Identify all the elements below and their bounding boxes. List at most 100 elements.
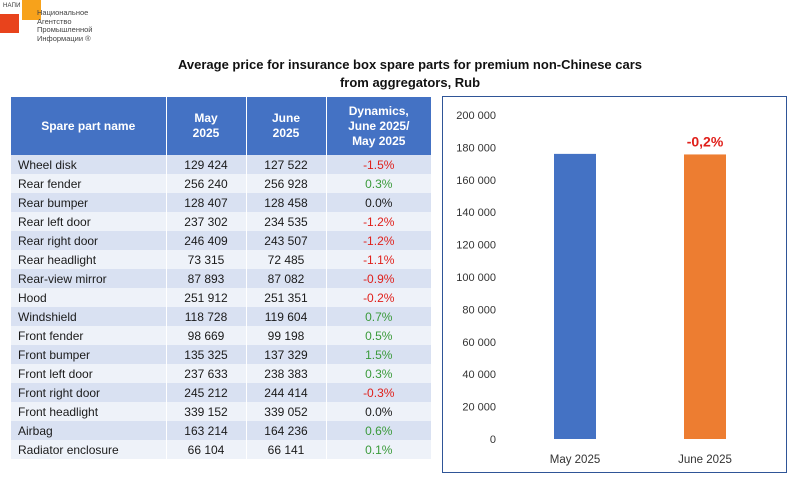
table-row: Wheel disk 129 424 127 522 -1.5% bbox=[11, 155, 431, 174]
table-row: Rear headlight 73 315 72 485 -1.1% bbox=[11, 250, 431, 269]
may-price-cell: 87 893 bbox=[166, 269, 247, 288]
table-row: Front headlight 339 152 339 052 0.0% bbox=[11, 402, 431, 421]
table-row: Airbag 163 214 164 236 0.6% bbox=[11, 421, 431, 440]
dynamics-cell: 1.5% bbox=[326, 345, 431, 364]
table-row: Rear bumper 128 407 128 458 0.0% bbox=[11, 193, 431, 212]
dynamics-cell: -1.1% bbox=[326, 250, 431, 269]
june-price-cell: 66 141 bbox=[246, 440, 327, 459]
logo-red-square bbox=[0, 14, 19, 33]
part-name-cell: Hood bbox=[11, 288, 167, 307]
title-line-1: Average price for insurance box spare pa… bbox=[177, 57, 643, 72]
change-annotation: -0,2% bbox=[687, 133, 724, 149]
dynamics-cell: 0.3% bbox=[326, 174, 431, 193]
x-category-label: May 2025 bbox=[550, 454, 601, 466]
dynamics-cell: -1.2% bbox=[326, 231, 431, 250]
spare-parts-table: Spare part name May 2025 June 2025 Dynamic… bbox=[11, 97, 431, 459]
table-header-row: Spare part name May 2025 June 2025 Dynamic… bbox=[11, 97, 431, 155]
y-tick-label: 0 bbox=[490, 434, 496, 446]
title-line-2: from aggregators, Rub bbox=[339, 75, 481, 90]
x-category-label: June 2025 bbox=[678, 454, 732, 466]
logo-line: Информации ® bbox=[37, 33, 91, 43]
may-price-cell: 135 325 bbox=[166, 345, 247, 364]
june-price-cell: 72 485 bbox=[246, 250, 327, 269]
y-tick-label: 200 000 bbox=[456, 110, 496, 122]
may-price-cell: 73 315 bbox=[166, 250, 247, 269]
table-row: Front right door 245 212 244 414 -0.3% bbox=[11, 383, 431, 402]
june-price-cell: 339 052 bbox=[246, 402, 327, 421]
logo-abbr: НАПИ bbox=[3, 3, 21, 9]
part-name-cell: Rear-view mirror bbox=[11, 269, 167, 288]
header-dynamics: Dynamics, June 2025/May 2025 bbox=[326, 97, 431, 155]
june-price-cell: 127 522 bbox=[246, 155, 327, 174]
price-bar-chart: 0 20 000 40 000 60 000 80 000 100 000 120 000 1… bbox=[442, 96, 787, 473]
table-row: Rear fender 256 240 256 928 0.3% bbox=[11, 174, 431, 193]
y-tick-label: 180 000 bbox=[456, 142, 496, 154]
part-name-cell: Front bumper bbox=[11, 345, 167, 364]
bar-june-2025 bbox=[684, 154, 726, 439]
dynamics-cell: 0.7% bbox=[326, 307, 431, 326]
logo-line: Агентство bbox=[37, 16, 72, 26]
may-price-cell: 128 407 bbox=[166, 193, 247, 212]
table-row: Windshield 118 728 119 604 0.7% bbox=[11, 307, 431, 326]
may-price-cell: 246 409 bbox=[166, 231, 247, 250]
june-price-cell: 251 351 bbox=[246, 288, 327, 307]
y-tick-label: 120 000 bbox=[456, 240, 496, 252]
y-tick-label: 140 000 bbox=[456, 207, 496, 219]
y-tick-label: 80 000 bbox=[462, 304, 496, 316]
june-price-cell: 128 458 bbox=[246, 193, 327, 212]
dynamics-cell: 0.6% bbox=[326, 421, 431, 440]
table-row: Rear-view mirror 87 893 87 082 -0.9% bbox=[11, 269, 431, 288]
may-price-cell: 237 633 bbox=[166, 364, 247, 383]
logo-orange-square bbox=[22, 0, 41, 20]
part-name-cell: Rear left door bbox=[11, 212, 167, 231]
may-price-cell: 66 104 bbox=[166, 440, 247, 459]
part-name-cell: Wheel disk bbox=[11, 155, 167, 174]
dynamics-cell: 0.0% bbox=[326, 193, 431, 212]
part-name-cell: Rear right door bbox=[11, 231, 167, 250]
table-body: Wheel disk 129 424 127 522 -1.5% Rear fender… bbox=[11, 155, 431, 459]
logo-line: Национальное bbox=[37, 8, 89, 17]
part-name-cell: Front headlight bbox=[11, 402, 167, 421]
part-name-cell: Front left door bbox=[11, 364, 167, 383]
logo-line: Промышленной bbox=[37, 25, 93, 35]
june-price-cell: 244 414 bbox=[246, 383, 327, 402]
dynamics-cell: 0.1% bbox=[326, 440, 431, 459]
dynamics-cell: -1.5% bbox=[326, 155, 431, 174]
y-tick-label: 100 000 bbox=[456, 272, 496, 284]
table-row: Hood 251 912 251 351 -0.2% bbox=[11, 288, 431, 307]
dynamics-cell: 0.3% bbox=[326, 364, 431, 383]
june-price-cell: 164 236 bbox=[246, 421, 327, 440]
dynamics-cell: -0.2% bbox=[326, 288, 431, 307]
dynamics-cell: -0.3% bbox=[326, 383, 431, 402]
may-price-cell: 251 912 bbox=[166, 288, 247, 307]
header-june-2025: June 2025 bbox=[246, 97, 327, 155]
table-row: Front left door 237 633 238 383 0.3% bbox=[11, 364, 431, 383]
june-price-cell: 238 383 bbox=[246, 364, 327, 383]
napi-logo: НАПИ Национальное Агентство Промышленной… bbox=[0, 0, 120, 60]
june-price-cell: 256 928 bbox=[246, 174, 327, 193]
bar-may-2025 bbox=[554, 153, 596, 439]
table-row: Front bumper 135 325 137 329 1.5% bbox=[11, 345, 431, 364]
may-price-cell: 245 212 bbox=[166, 383, 247, 402]
table-row: Rear right door 246 409 243 507 -1.2% bbox=[11, 231, 431, 250]
dynamics-cell: -1.2% bbox=[326, 212, 431, 231]
june-price-cell: 87 082 bbox=[246, 269, 327, 288]
may-price-cell: 98 669 bbox=[166, 326, 247, 345]
part-name-cell: Rear bumper bbox=[11, 193, 167, 212]
part-name-cell: Radiator enclosure bbox=[11, 440, 167, 459]
y-tick-label: 20 000 bbox=[462, 402, 496, 414]
may-price-cell: 339 152 bbox=[166, 402, 247, 421]
y-tick-label: 60 000 bbox=[462, 337, 496, 349]
dynamics-cell: -0.9% bbox=[326, 269, 431, 288]
part-name-cell: Rear fender bbox=[11, 174, 167, 193]
part-name-cell: Windshield bbox=[11, 307, 167, 326]
june-price-cell: 243 507 bbox=[246, 231, 327, 250]
part-name-cell: Airbag bbox=[11, 421, 167, 440]
dynamics-cell: 0.0% bbox=[326, 402, 431, 421]
may-price-cell: 237 302 bbox=[166, 212, 247, 231]
header-spare-part-name: Spare part name bbox=[11, 97, 167, 155]
part-name-cell: Rear headlight bbox=[11, 250, 167, 269]
dynamics-cell: 0.5% bbox=[326, 326, 431, 345]
may-price-cell: 129 424 bbox=[166, 155, 247, 174]
may-price-cell: 163 214 bbox=[166, 421, 247, 440]
